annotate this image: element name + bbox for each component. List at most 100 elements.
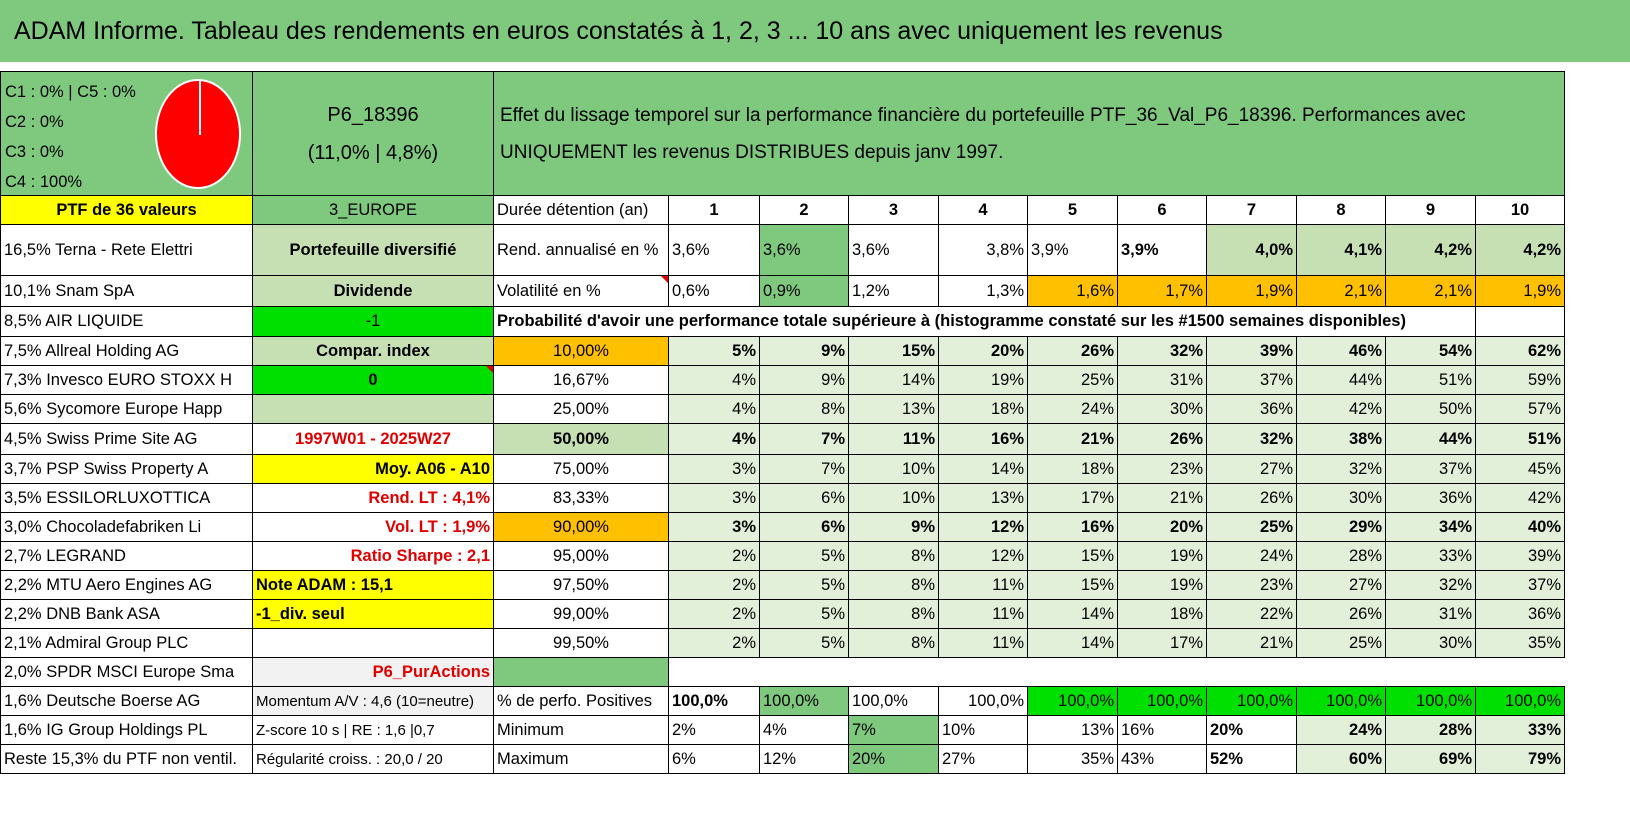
prob-value: 3% [668, 512, 760, 542]
prob-value: 9% [759, 365, 849, 395]
vol-value: 1,2% [848, 275, 939, 307]
prob-value: 5% [759, 570, 849, 600]
holding-name: 10,1% Snam SpA [0, 275, 253, 307]
prob-threshold: 75,00% [493, 454, 669, 484]
prob-row: 3,7% PSP Swiss Property A Moy. A06 - A10 7… [0, 454, 1565, 484]
holding-name: 2,1% Admiral Group PLC [0, 628, 253, 658]
prob-value: 2% [668, 628, 760, 658]
prob-value: 5% [668, 336, 760, 366]
prob-value: 37% [1475, 570, 1565, 600]
prob-value: 30% [1296, 483, 1386, 513]
minimum-value: 20% [1206, 715, 1297, 745]
prob-value: 30% [1117, 394, 1207, 424]
prob-value: 54% [1385, 336, 1476, 366]
prob-threshold: 16,67% [493, 365, 669, 395]
rend-value: 3,6% [759, 224, 849, 276]
minimum-value: 13% [1027, 715, 1118, 745]
maximum-label: Maximum [493, 744, 669, 774]
prob-value: 37% [1206, 365, 1297, 395]
prob-row: 2,2% MTU Aero Engines AG Note ADAM : 15,1… [0, 570, 1565, 600]
prob-value: 26% [1296, 599, 1386, 629]
prob-row: 2,7% LEGRAND Ratio Sharpe : 2,1 95,00% 2% 5%… [0, 541, 1565, 571]
info-diversified: Portefeuille diversifié [252, 224, 494, 276]
holding-name: 16,5% Terna - Rete Elettri [0, 224, 253, 276]
ptf-label: PTF de 36 valeurs [0, 195, 253, 225]
prob-value: 34% [1385, 512, 1476, 542]
prob-title: Probabilité d'avoir une performance tota… [493, 306, 1476, 337]
prob-value: 18% [1117, 599, 1207, 629]
maximum-value: 27% [938, 744, 1028, 774]
info-div-only: -1_div. seul [252, 599, 494, 629]
prob-value: 11% [938, 570, 1028, 600]
year-header: 3 [848, 195, 939, 225]
prob-value: 2% [668, 599, 760, 629]
maximum-value: 69% [1385, 744, 1476, 774]
empty-cell [493, 657, 669, 687]
prob-value: 51% [1475, 423, 1565, 455]
year-header: 10 [1475, 195, 1565, 225]
duration-label: Durée détention (an) [493, 195, 669, 225]
positives-value: 100,0% [1117, 686, 1207, 716]
minimum-value: 24% [1296, 715, 1386, 745]
prob-value: 44% [1385, 423, 1476, 455]
rend-value: 4,1% [1296, 224, 1386, 276]
prob-value: 22% [1206, 599, 1297, 629]
title-separator [0, 62, 1630, 71]
prob-value: 27% [1296, 570, 1386, 600]
prob-value: 5% [759, 599, 849, 629]
info-rend-lt: Rend. LT : 4,1% [252, 483, 494, 513]
year-header: 6 [1117, 195, 1207, 225]
vol-value: 0,9% [759, 275, 849, 307]
positives-label: % de perfo. Positives [493, 686, 669, 716]
prob-threshold: 90,00% [493, 512, 669, 542]
prob-value: 16% [1027, 512, 1118, 542]
prob-value: 3% [668, 454, 760, 484]
empty-cell [1475, 306, 1565, 337]
prob-threshold: 97,50% [493, 570, 669, 600]
rend-value: 3,9% [1117, 224, 1207, 276]
prob-value: 44% [1296, 365, 1386, 395]
vol-value: 1,7% [1117, 275, 1207, 307]
prob-value: 32% [1296, 454, 1386, 484]
prob-value: 45% [1475, 454, 1565, 484]
prob-value: 5% [759, 628, 849, 658]
info-dividend: Dividende [252, 275, 494, 307]
minimum-value: 33% [1475, 715, 1565, 745]
positives-value: 100,0% [1385, 686, 1476, 716]
prob-threshold: 25,00% [493, 394, 669, 424]
holding-name: 3,7% PSP Swiss Property A [0, 454, 253, 484]
description-cell: Effet du lissage temporel sur la perform… [493, 71, 1565, 196]
prob-threshold: 83,33% [493, 483, 669, 513]
maximum-value: 52% [1206, 744, 1297, 774]
info-sharpe: Ratio Sharpe : 2,1 [252, 541, 494, 571]
vol-value: 1,9% [1206, 275, 1297, 307]
holding-name: 1,6% Deutsche Boerse AG [0, 686, 253, 716]
prob-value: 35% [1475, 628, 1565, 658]
prob-value: 20% [1117, 512, 1207, 542]
prob-value: 26% [1206, 483, 1297, 513]
prob-value: 10% [848, 454, 939, 484]
prob-value: 46% [1296, 336, 1386, 366]
rend-row: 16,5% Terna - Rete Elettri Portefeuille d… [0, 224, 1565, 276]
prob-value: 4% [668, 365, 760, 395]
prob-value: 19% [1117, 541, 1207, 571]
holding-name: 5,6% Sycomore Europe Happ [0, 394, 253, 424]
prob-value: 36% [1206, 394, 1297, 424]
holding-name: 2,2% MTU Aero Engines AG [0, 570, 253, 600]
prob-value: 8% [759, 394, 849, 424]
minimum-label: Minimum [493, 715, 669, 745]
minimum-value: 7% [848, 715, 939, 745]
prob-value: 13% [938, 483, 1028, 513]
prob-value: 5% [759, 541, 849, 571]
prob-value: 24% [1027, 394, 1118, 424]
rend-value: 3,6% [668, 224, 760, 276]
prob-value: 57% [1475, 394, 1565, 424]
minimum-row: 1,6% IG Group Holdings PL Z-score 10 s | … [0, 715, 1565, 745]
info-compar-index: Compar. index [252, 336, 494, 366]
year-header: 5 [1027, 195, 1118, 225]
maximum-value: 79% [1475, 744, 1565, 774]
prob-value: 25% [1027, 365, 1118, 395]
prob-value: 15% [848, 336, 939, 366]
prob-value: 14% [1027, 599, 1118, 629]
prob-value: 32% [1206, 423, 1297, 455]
